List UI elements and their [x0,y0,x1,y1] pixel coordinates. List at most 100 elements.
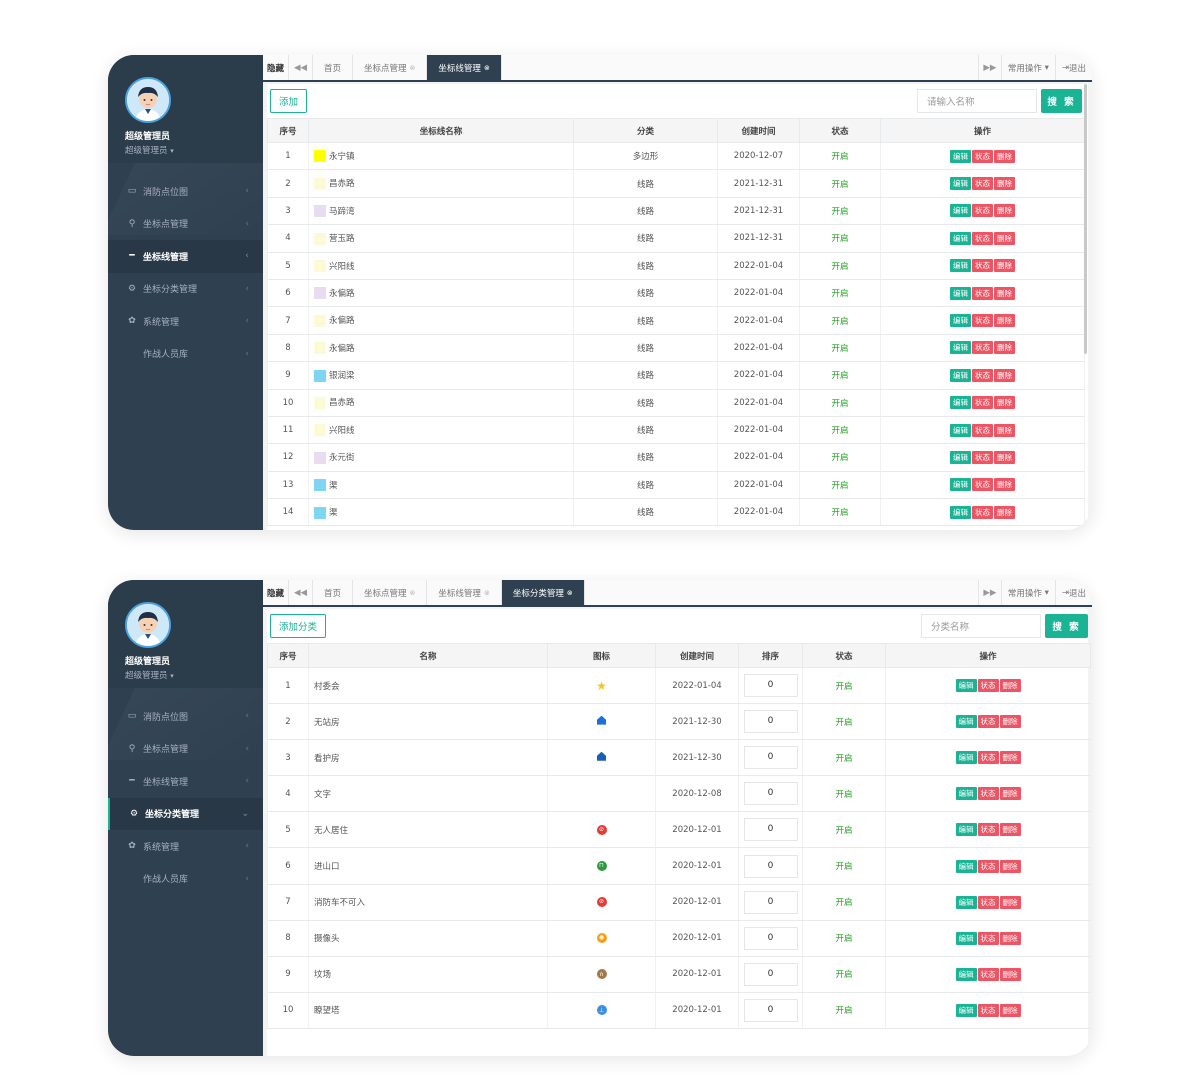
delete-button[interactable]: 删除 [994,204,1015,218]
sidebar-item-personnel[interactable]: 作战人员库 ‹ [108,338,263,371]
hide-sidebar-button[interactable]: 隐藏 [263,55,290,80]
edit-button[interactable]: 编辑 [950,204,971,218]
sort-order-input[interactable]: 0 [743,998,798,1022]
delete-button[interactable]: 删除 [994,314,1015,328]
status-button[interactable]: 状态 [972,368,993,382]
delete-button[interactable]: 删除 [994,341,1015,355]
common-operations-dropdown[interactable]: 常用操作 ▾ [1002,580,1056,605]
status-button[interactable]: 状态 [972,177,993,191]
sort-order-input[interactable]: 0 [743,710,798,734]
tab-line-management[interactable]: 坐标线管理 ⊗ [427,580,502,605]
table-row[interactable]: 11 兴阳线 线路 2022-01-04 开启 编辑 状态 删除 [267,415,1085,445]
sidebar-item-system-management[interactable]: ✿ 系统管理 ‹ [108,830,263,863]
sidebar-item-category-management[interactable]: ⚙ 坐标分类管理 ⌄ [108,797,263,830]
tab-scroll-left-button[interactable]: ◀◀ [289,580,314,605]
edit-button[interactable]: 编辑 [955,931,977,945]
common-operations-dropdown[interactable]: 常用操作 ▾ [1002,55,1056,80]
delete-button[interactable]: 删除 [994,396,1015,410]
delete-button[interactable]: 删除 [999,859,1021,873]
sidebar-item-fire-map[interactable]: ▭ 消防点位图 ‹ [108,700,263,733]
tab-scroll-right-button[interactable]: ▶▶ [977,580,1002,605]
status-button[interactable]: 状态 [972,505,993,519]
search-button[interactable]: 搜 索 [1041,89,1082,113]
tab-home[interactable]: 首页 [313,580,354,605]
status-button[interactable]: 状态 [972,204,993,218]
delete-button[interactable]: 删除 [999,751,1021,765]
sidebar-item-personnel[interactable]: 作战人员库 ‹ [108,863,263,896]
table-row[interactable]: 8 永偏路 线路 2022-01-04 开启 编辑 状态 删除 [267,333,1085,363]
delete-button[interactable]: 删除 [999,823,1021,837]
status-button[interactable]: 状态 [977,931,999,945]
edit-button[interactable]: 编辑 [955,715,977,729]
add-button[interactable]: 添加 [270,89,308,113]
table-row[interactable]: 7 消防车不可入 ⊘ 2020-12-01 0 开启 编辑 状态 删除 [267,883,1091,921]
sort-order-input[interactable]: 0 [743,782,798,806]
sidebar-item-fire-map[interactable]: ▭ 消防点位图 ‹ [108,175,263,208]
table-row[interactable]: 4 营玉路 线路 2021-12-31 开启 编辑 状态 删除 [267,224,1085,253]
edit-button[interactable]: 编辑 [950,314,971,328]
table-row[interactable]: 13 渠线路 2022-01-04 开启 编辑 状态 删除 [267,470,1085,500]
table-row[interactable]: 1 村委会 ★ 2022-01-04 0 开启 编辑 状态 删除 [267,666,1091,705]
table-row[interactable]: 1 永宁镇 多边形 2020-12-07 开启 编辑 状态 删除 [267,141,1085,171]
table-row[interactable]: 10 昌赤路 线路 2022-01-04 开启 编辑 状态 删除 [267,388,1085,417]
delete-button[interactable]: 删除 [999,787,1021,801]
edit-button[interactable]: 编辑 [950,149,971,163]
delete-button[interactable]: 删除 [994,286,1015,300]
status-button[interactable]: 状态 [977,895,999,909]
table-row[interactable]: 5 兴阳线 线路 2022-01-04 开启 编辑 状态 删除 [267,251,1085,280]
tab-home[interactable]: 首页 [313,55,354,80]
edit-button[interactable]: 编辑 [955,751,977,765]
table-row[interactable]: 6 永偏路 线路 2022-01-04 开启 编辑 状态 删除 [267,278,1085,308]
close-icon[interactable]: ⊗ [483,63,490,72]
sidebar-item-line-management[interactable]: ━ 坐标线管理 ‹ [108,765,263,798]
table-row[interactable]: 2 昌赤路 线路 2021-12-31 开启 编辑 状态 删除 [267,169,1085,198]
user-role-dropdown[interactable]: 超级管理员 ▾ [125,669,263,681]
table-row[interactable]: 12 永元街 线路 2022-01-04 开启 编辑 状态 删除 [267,443,1085,472]
close-icon[interactable]: ⊗ [409,588,416,597]
sort-order-input[interactable]: 0 [743,818,798,842]
edit-button[interactable]: 编辑 [955,679,977,693]
delete-button[interactable]: 删除 [999,679,1021,693]
sidebar-item-system-management[interactable]: ✿ 系统管理 ‹ [108,305,263,338]
avatar[interactable] [125,602,171,648]
table-row[interactable]: 7 永偏路 线路 2022-01-04 开启 编辑 状态 删除 [267,306,1085,335]
edit-button[interactable]: 编辑 [955,787,977,801]
search-input[interactable]: 请输入名称 [917,89,1037,113]
delete-button[interactable]: 删除 [999,895,1021,909]
status-button[interactable]: 状态 [972,231,993,245]
status-button[interactable]: 状态 [977,679,999,693]
edit-button[interactable]: 编辑 [955,967,977,981]
sidebar-item-point-management[interactable]: ⚲ 坐标点管理 ‹ [108,733,263,766]
table-row[interactable]: 9 坟场 ∩ 2020-12-01 0 开启 编辑 状态 删除 [267,955,1091,993]
category-search-input[interactable]: 分类名称 [921,614,1041,638]
tab-point-management[interactable]: 坐标点管理 ⊗ [353,580,428,605]
delete-button[interactable]: 删除 [999,1003,1021,1017]
edit-button[interactable]: 编辑 [955,1003,977,1017]
table-row[interactable]: 14 渠线路 2022-01-04 开启 编辑 状态 删除 [267,498,1085,527]
edit-button[interactable]: 编辑 [950,478,971,492]
status-button[interactable]: 状态 [972,423,993,437]
table-row[interactable]: 6 进山口 ⊓ 2020-12-01 0 开启 编辑 状态 删除 [267,847,1091,885]
tab-scroll-right-button[interactable]: ▶▶ [977,55,1002,80]
edit-button[interactable]: 编辑 [955,823,977,837]
table-row[interactable]: 8 摄像头 ◉ 2020-12-01 0 开启 编辑 状态 删除 [267,919,1091,957]
edit-button[interactable]: 编辑 [950,423,971,437]
sort-order-input[interactable]: 0 [743,674,798,698]
status-button[interactable]: 状态 [972,396,993,410]
status-button[interactable]: 状态 [977,715,999,729]
status-button[interactable]: 状态 [972,341,993,355]
sort-order-input[interactable]: 0 [743,854,798,878]
status-button[interactable]: 状态 [977,787,999,801]
user-role-dropdown[interactable]: 超级管理员 ▾ [125,144,263,156]
edit-button[interactable]: 编辑 [950,259,971,273]
edit-button[interactable]: 编辑 [950,396,971,410]
table-row[interactable]: 4 文字 2020-12-08 0 开启 编辑 状态 删除 [267,775,1091,813]
tab-line-management[interactable]: 坐标线管理 ⊗ [427,55,502,80]
table-row[interactable]: 3 马蹄湾 线路 2021-12-31 开启 编辑 状态 删除 [267,196,1085,226]
status-button[interactable]: 状态 [977,823,999,837]
logout-button[interactable]: ⇥ 退出 [1056,580,1092,605]
status-button[interactable]: 状态 [972,314,993,328]
search-button[interactable]: 搜 索 [1045,614,1088,638]
delete-button[interactable]: 删除 [994,478,1015,492]
sidebar-item-category-management[interactable]: ⚙ 坐标分类管理 ‹ [108,273,263,306]
